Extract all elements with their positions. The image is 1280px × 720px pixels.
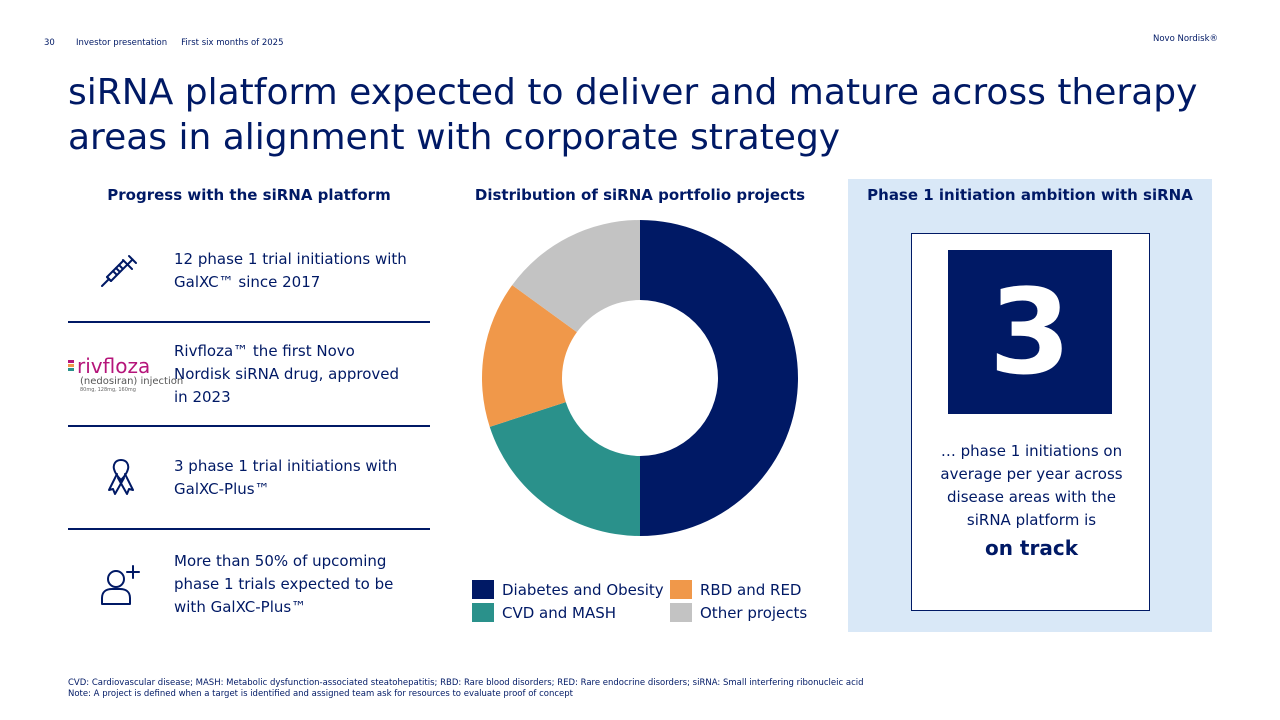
text-line: phase 1 trials expected to be bbox=[174, 574, 394, 593]
divider bbox=[68, 425, 430, 427]
period-label: First six months of 2025 bbox=[181, 38, 284, 48]
legend-label: Other projects bbox=[700, 603, 808, 622]
legend-item: Other projects bbox=[670, 603, 820, 622]
donut-svg bbox=[482, 220, 798, 536]
legend-swatch bbox=[670, 603, 692, 622]
legend-swatch bbox=[670, 580, 692, 599]
ambition-text: … phase 1 initiations on average per yea… bbox=[922, 440, 1141, 532]
title-line-1: siRNA platform expected to deliver and m… bbox=[68, 72, 1198, 113]
distribution-heading: Distribution of siRNA portfolio projects bbox=[474, 186, 806, 204]
text-line: GalXC-Plus™ bbox=[174, 480, 270, 498]
title-line-2: areas in alignment with corporate strate… bbox=[68, 117, 841, 158]
logo-subtitle: (nedosiran) injection bbox=[80, 375, 184, 387]
footnote-note: Note: A project is defined when a target… bbox=[68, 689, 573, 699]
progress-item-galxc-plus: 3 phase 1 trial initiations with GalXC-P… bbox=[68, 453, 430, 503]
legend-item: CVD and MASH bbox=[472, 603, 670, 622]
legend-label: Diabetes and Obesity bbox=[502, 580, 664, 599]
brand-label: Novo Nordisk® bbox=[1152, 34, 1218, 44]
progress-item-upcoming: More than 50% of upcoming phase 1 trials… bbox=[68, 549, 430, 619]
logo-doses: 80mg, 128mg, 160mg bbox=[80, 386, 136, 393]
legend-label: RBD and RED bbox=[700, 580, 802, 599]
footnotes: CVD: Cardiovascular disease; MASH: Metab… bbox=[68, 678, 864, 700]
logo-chevrons bbox=[68, 360, 74, 371]
add-person-icon bbox=[68, 560, 174, 608]
text-line: in 2023 bbox=[174, 387, 231, 406]
donut-slice-diabetes-and-obesity bbox=[640, 220, 798, 536]
text-line: Rivfloza™ the first Novo bbox=[174, 341, 355, 360]
donut-slice-rbd-and-red bbox=[482, 285, 577, 427]
text-line: More than 50% of upcoming bbox=[174, 551, 387, 570]
page-number: 30 bbox=[44, 38, 55, 48]
ambition-number: 3 bbox=[948, 250, 1112, 414]
slide-header: 30 Investor presentation First six month… bbox=[44, 38, 283, 48]
progress-item-text: 12 phase 1 trial initiations with GalXC™… bbox=[174, 248, 407, 294]
logo-wordmark: rivfloza bbox=[77, 353, 151, 378]
text-line: 12 phase 1 trial initiations with bbox=[174, 250, 407, 268]
syringe-icon bbox=[68, 248, 174, 294]
donut-slice-other-projects bbox=[512, 220, 640, 333]
footnote-abbreviations: CVD: Cardiovascular disease; MASH: Metab… bbox=[68, 678, 864, 688]
donut-slice-cvd-and-mash bbox=[489, 402, 640, 536]
ambition-panel: Phase 1 initiation ambition with siRNA 3… bbox=[848, 179, 1212, 632]
progress-item-text: 3 phase 1 trial initiations with GalXC-P… bbox=[174, 455, 397, 501]
text-line: 3 phase 1 trial initiations with bbox=[174, 457, 398, 475]
ambition-card: 3 … phase 1 initiations on average per y… bbox=[911, 233, 1150, 611]
ambition-status: on track bbox=[984, 536, 1079, 560]
donut-chart bbox=[480, 218, 800, 538]
ambition-heading: Phase 1 initiation ambition with siRNA bbox=[867, 186, 1193, 204]
text-line: average per year across bbox=[940, 465, 1123, 483]
divider bbox=[68, 321, 430, 323]
text-line: with GalXC-Plus™ bbox=[174, 597, 307, 616]
legend-swatch bbox=[472, 603, 494, 622]
text-line: disease areas with the bbox=[947, 488, 1116, 506]
progress-item-text: More than 50% of upcoming phase 1 trials… bbox=[174, 550, 393, 619]
progress-item-rivfloza: rivfloza (nedosiran) injection 80mg, 128… bbox=[68, 338, 430, 410]
text-line: … phase 1 initiations on bbox=[940, 442, 1123, 460]
legend-item: Diabetes and Obesity bbox=[472, 580, 670, 599]
text-line: siRNA platform is bbox=[966, 511, 1097, 529]
divider bbox=[68, 528, 430, 530]
legend-swatch bbox=[472, 580, 494, 599]
progress-item-galxc: 12 phase 1 trial initiations with GalXC™… bbox=[68, 246, 430, 296]
legend-label: CVD and MASH bbox=[502, 603, 617, 622]
slide-title: siRNA platform expected to deliver and m… bbox=[68, 70, 1198, 160]
ribbon-icon bbox=[68, 456, 174, 500]
section-label: Investor presentation bbox=[76, 38, 168, 48]
text-line: Nordisk siRNA drug, approved bbox=[174, 364, 400, 383]
chart-legend: Diabetes and Obesity RBD and RED CVD and… bbox=[472, 580, 822, 622]
legend-item: RBD and RED bbox=[670, 580, 820, 599]
text-line: GalXC™ since 2017 bbox=[174, 273, 321, 291]
progress-item-text: Rivfloza™ the first Novo Nordisk siRNA d… bbox=[174, 340, 399, 409]
progress-heading: Progress with the siRNA platform bbox=[107, 186, 391, 204]
rivfloza-logo: rivfloza (nedosiran) injection 80mg, 128… bbox=[68, 353, 184, 393]
